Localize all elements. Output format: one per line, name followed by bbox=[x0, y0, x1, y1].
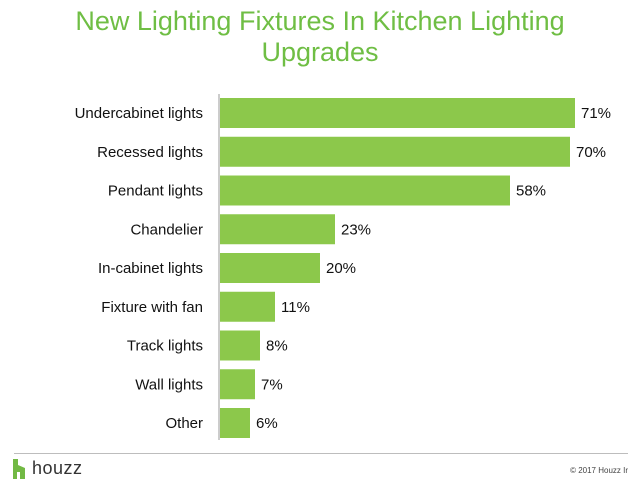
bar-in-cabinet-lights bbox=[220, 253, 320, 283]
category-label: Undercabinet lights bbox=[75, 105, 203, 122]
category-label: Track lights bbox=[127, 338, 203, 355]
value-label: 20% bbox=[326, 260, 356, 277]
category-label: In-cabinet lights bbox=[98, 260, 203, 277]
value-label: 8% bbox=[266, 338, 288, 355]
bar-recessed-lights bbox=[220, 136, 570, 167]
bar-fixture-with-fan bbox=[220, 291, 275, 322]
copyright-text: © 2017 Houzz Ir bbox=[570, 466, 628, 475]
bar-wall-lights bbox=[220, 369, 255, 400]
category-label: Pendant lights bbox=[108, 183, 203, 200]
value-label: 11% bbox=[281, 299, 310, 316]
category-label: Wall lights bbox=[135, 376, 203, 393]
bar-undercabinet-lights bbox=[220, 98, 575, 128]
bar-chandelier bbox=[220, 214, 335, 245]
value-label: 71% bbox=[581, 105, 611, 122]
houzz-logo-icon bbox=[13, 458, 25, 479]
bar-track-lights bbox=[220, 330, 260, 361]
brand-name: houzz bbox=[32, 458, 83, 478]
houzz-logo: houzz bbox=[12, 458, 83, 479]
value-label: 7% bbox=[261, 376, 283, 393]
category-label: Other bbox=[165, 415, 203, 432]
value-label: 58% bbox=[516, 183, 546, 200]
value-label: 23% bbox=[341, 221, 371, 238]
bar-pendant-lights bbox=[220, 175, 510, 206]
bar-chart: Undercabinet lights 71% Recessed lights 70%… bbox=[75, 94, 611, 440]
category-label: Fixture with fan bbox=[101, 299, 203, 316]
category-label: Chandelier bbox=[130, 221, 203, 238]
category-label: Recessed lights bbox=[97, 144, 203, 161]
footer-divider bbox=[14, 453, 628, 454]
chart-title: New Lighting Fixtures In Kitchen Lightin… bbox=[75, 6, 565, 67]
bar-other bbox=[220, 408, 250, 438]
value-label: 70% bbox=[576, 144, 606, 161]
value-label: 6% bbox=[256, 415, 278, 432]
